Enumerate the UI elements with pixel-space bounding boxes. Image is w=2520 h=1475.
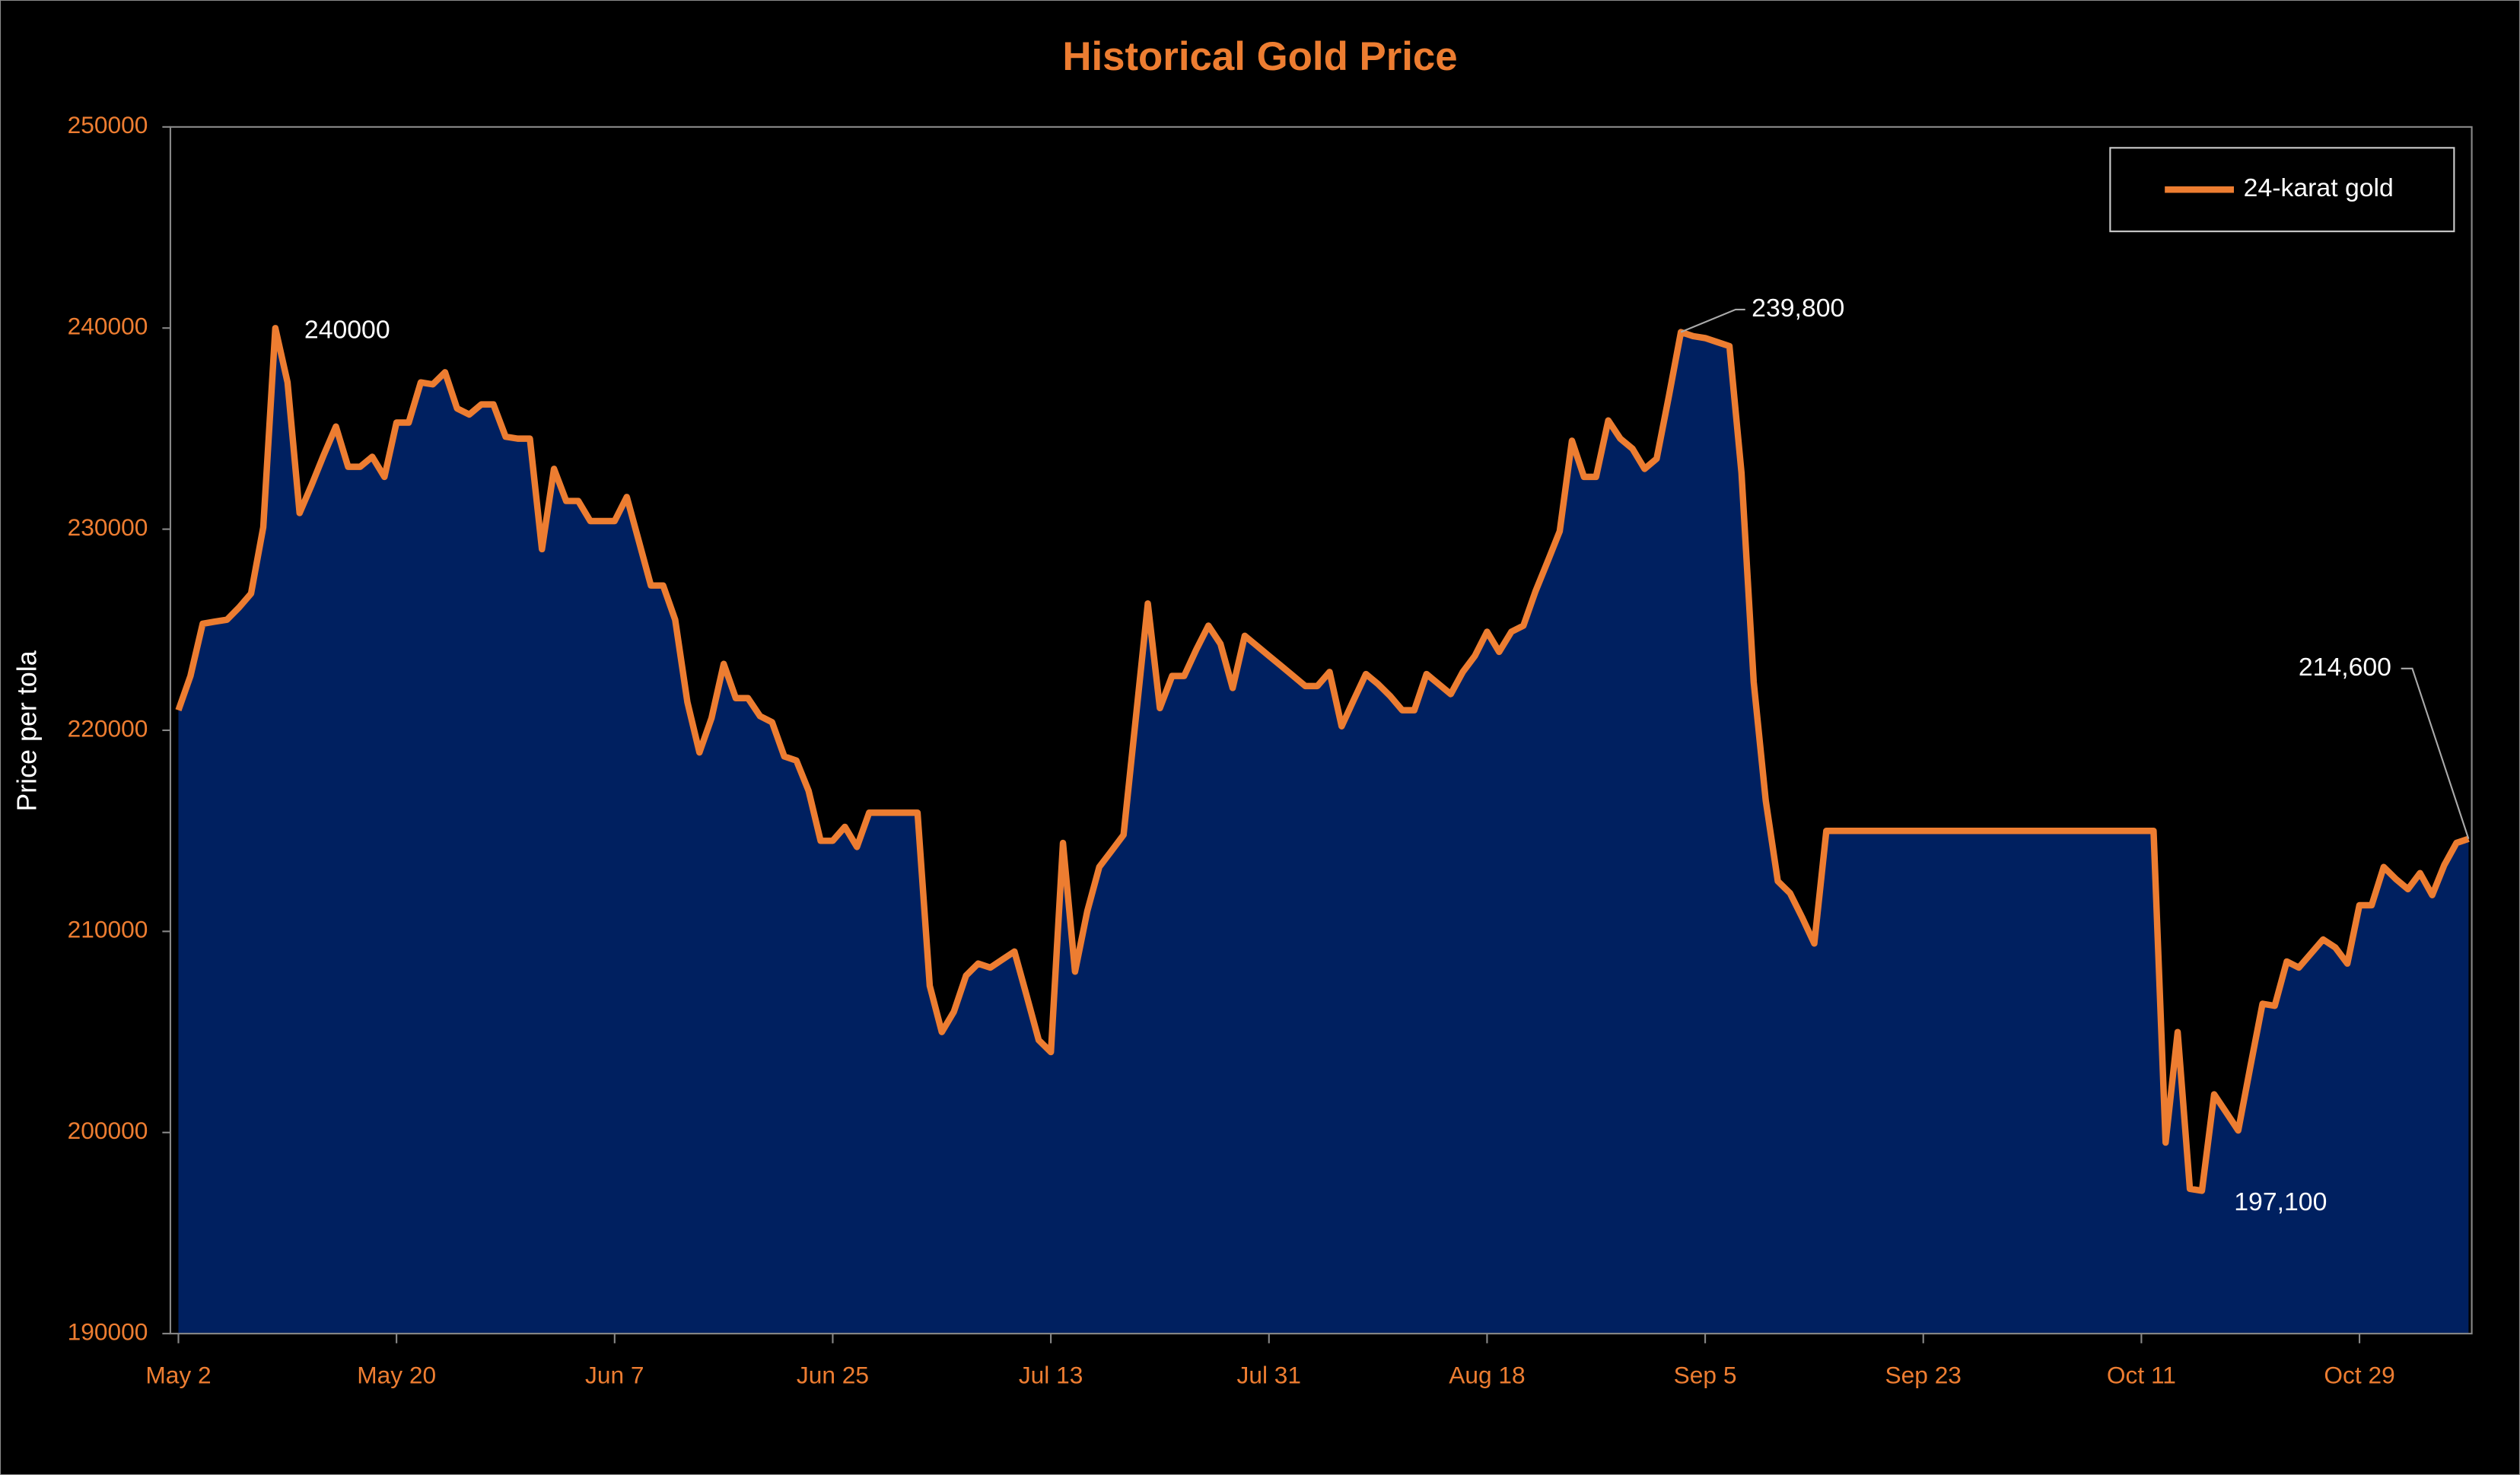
x-tick-label: Sep 23 [1885,1362,1962,1389]
x-tick-label: Oct 29 [2324,1362,2394,1389]
y-tick-label: 230000 [68,513,148,541]
data-label: 239,800 [1752,294,1844,323]
data-label: 214,600 [2299,653,2391,682]
y-tick-label: 220000 [68,714,148,742]
data-label: 240000 [304,315,390,344]
x-tick-label: Oct 11 [2107,1362,2176,1389]
area-fill [178,328,2469,1334]
plot-border [169,126,2473,1335]
chart-title: Historical Gold Price [1062,34,1457,79]
x-tick-label: Aug 18 [1449,1362,1525,1389]
data-label: 197,100 [2234,1187,2327,1216]
x-tick-label: Jul 13 [1019,1362,1083,1389]
leader-line [1680,308,1745,333]
legend-label: 24-karat gold [2244,173,2394,202]
y-tick-label: 250000 [68,111,148,138]
line [175,325,2470,1194]
y-tick-label: 240000 [68,313,148,340]
x-tick-label: Jun 25 [797,1362,869,1389]
x-tick-label: Sep 5 [1674,1362,1737,1389]
x-tick-label: May 2 [145,1362,211,1389]
x-tick-label: May 20 [357,1362,436,1389]
y-tick-label: 190000 [68,1318,148,1346]
x-tick-label: Jun 7 [585,1362,644,1389]
x-tick-label: Jul 31 [1237,1362,1302,1389]
leader-line [2401,667,2470,840]
y-tick-label: 210000 [68,916,148,943]
y-axis-label: Price per tola [12,650,43,811]
y-tick-label: 200000 [68,1117,148,1144]
